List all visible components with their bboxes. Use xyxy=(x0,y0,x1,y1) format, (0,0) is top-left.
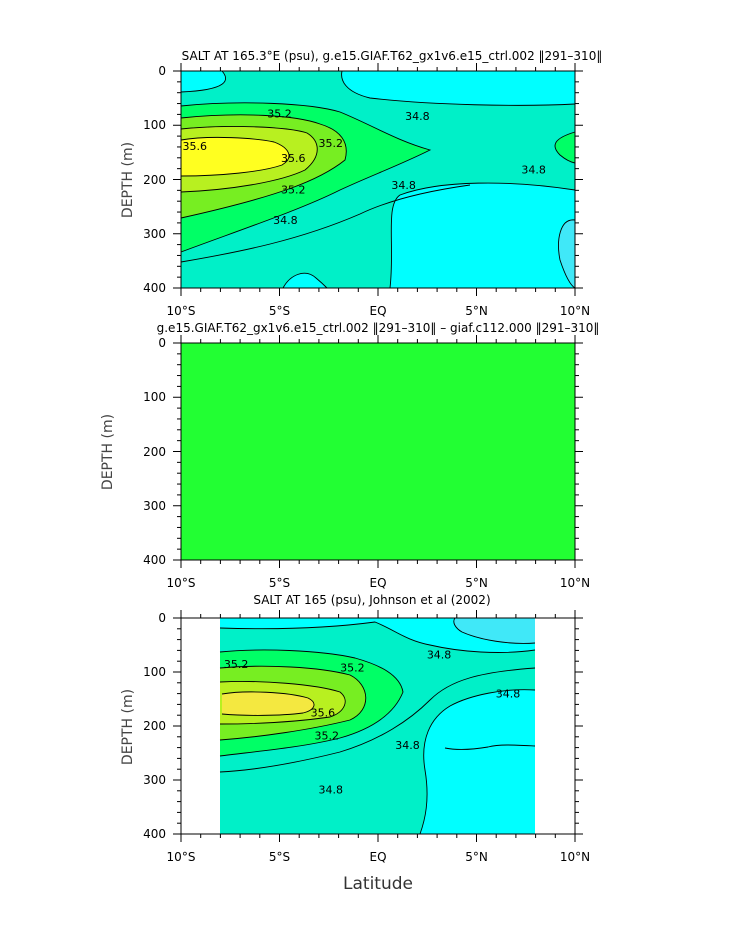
contours-model xyxy=(180,70,576,289)
x-tick-label: 10°N xyxy=(560,576,590,590)
y-tick-label: 100 xyxy=(143,390,166,404)
y-tick-label: 400 xyxy=(143,827,166,841)
difference-fill xyxy=(181,343,575,560)
y-tick-label: 300 xyxy=(143,773,166,787)
x-tick-label: EQ xyxy=(369,304,386,318)
contour-label: 34.8 xyxy=(496,688,521,701)
panel-1-x-tick-labels: 10°S 5°S EQ 5°N 10°N xyxy=(167,304,591,318)
region-lt-34p8-bottom xyxy=(283,273,327,288)
contour-label: 34.8 xyxy=(427,649,452,662)
y-tick-label: 0 xyxy=(158,336,166,350)
panel-2-x-tick-labels: 10°S 5°S EQ 5°N 10°N xyxy=(167,576,591,590)
contour-label: 34.8 xyxy=(395,739,420,752)
y-tick-label: 200 xyxy=(143,719,166,733)
y-tick-label: 200 xyxy=(143,445,166,459)
obs-region-gt-35p8 xyxy=(222,691,315,716)
salinity-fill-model xyxy=(181,71,575,288)
x-tick-label: 10°S xyxy=(167,850,196,864)
contour-label: 35.2 xyxy=(281,183,306,196)
region-right-tongue xyxy=(555,132,575,163)
y-tick-label: 0 xyxy=(158,611,166,625)
region-gt-35p8 xyxy=(181,137,289,176)
panel-2-ticks xyxy=(173,335,583,568)
panel-1-title: SALT AT 165.3°E (psu), g.e15.GIAF.T62_gx… xyxy=(182,49,603,63)
panel-3-ticks xyxy=(173,610,583,842)
y-tick-label: 400 xyxy=(143,553,166,567)
contour-labels-observations: 35.2 35.2 34.8 34.8 35.6 35.2 34.8 34.8 xyxy=(224,649,520,797)
salinity-fill-observations xyxy=(220,618,535,834)
x-axis-label: Latitude xyxy=(343,874,413,894)
panel-2-y-tick-labels: 0 100 200 300 400 xyxy=(143,336,166,567)
y-tick-label: 0 xyxy=(158,64,166,78)
x-tick-label: 10°S xyxy=(167,304,196,318)
panel-3-title: SALT AT 165 (psu), Johnson et al (2002) xyxy=(253,593,490,607)
panel-observations: SALT AT 165 (psu), Johnson et al (2002) … xyxy=(120,593,590,864)
panel-2-title: g.e15.GIAF.T62_gx1v6.e15_ctrl.002 ‖291–3… xyxy=(157,321,600,335)
contour-labels-model: 35.2 34.8 35.6 35.6 35.2 34.8 35.2 34.8 34.8 xyxy=(183,107,546,227)
region-lt-34p8-top-right xyxy=(341,71,575,106)
panel-1-y-tick-labels: 0 100 200 300 400 xyxy=(143,64,166,295)
y-tick-label: 100 xyxy=(143,665,166,679)
contour-label: 35.2 xyxy=(224,658,249,671)
x-tick-label: 5°N xyxy=(465,850,488,864)
x-tick-label: 5°S xyxy=(269,576,290,590)
contour-label: 34.8 xyxy=(521,164,546,177)
obs-region-lt-34p8-deep xyxy=(420,689,535,834)
contour-label: 34.8 xyxy=(273,214,298,227)
panel-model: SALT AT 165.3°E (psu), g.e15.GIAF.T62_gx… xyxy=(120,49,602,318)
panel-difference: g.e15.GIAF.T62_gx1v6.e15_ctrl.002 ‖291–3… xyxy=(100,321,599,590)
contour-label: 35.2 xyxy=(318,137,343,150)
y-tick-label: 100 xyxy=(143,118,166,132)
panel-2-y-axis-label: DEPTH (m) xyxy=(100,414,116,490)
contour-label: 35.2 xyxy=(267,107,292,120)
x-tick-label: 10°N xyxy=(560,304,590,318)
y-tick-label: 300 xyxy=(143,227,166,241)
panel-3-x-tick-labels: 10°S 5°S EQ 5°N 10°N xyxy=(167,850,591,864)
region-lt-34p8-deep xyxy=(390,183,575,288)
contour-label: 35.2 xyxy=(340,662,365,675)
region-lt-34p8-top-left xyxy=(181,71,226,92)
contour-label: 35.6 xyxy=(281,152,306,165)
obs-region-lowest-top-right xyxy=(453,618,535,644)
panel-3-y-tick-labels: 0 100 200 300 400 xyxy=(143,611,166,841)
contours-observations xyxy=(219,617,536,835)
contour-label: 34.8 xyxy=(318,784,343,797)
x-tick-label: EQ xyxy=(369,576,386,590)
contour-label: 35.6 xyxy=(311,707,336,720)
contour-label: 35.2 xyxy=(315,730,340,743)
panel-3-y-axis-label: DEPTH (m) xyxy=(120,689,136,765)
contour-label: 35.6 xyxy=(183,140,208,153)
contour-label: 34.8 xyxy=(391,179,416,192)
y-tick-label: 400 xyxy=(143,281,166,295)
x-tick-label: 5°S xyxy=(269,304,290,318)
panel-1-y-axis-label: DEPTH (m) xyxy=(120,142,136,218)
y-tick-label: 300 xyxy=(143,499,166,513)
y-tick-label: 200 xyxy=(143,173,166,187)
region-low-deep-right xyxy=(558,219,575,288)
panel-1-ticks xyxy=(173,63,583,296)
x-tick-label: 10°N xyxy=(560,850,590,864)
x-tick-label: 5°N xyxy=(465,576,488,590)
x-tick-label: 10°S xyxy=(167,576,196,590)
x-tick-label: EQ xyxy=(369,850,386,864)
contour-label: 34.8 xyxy=(405,110,430,123)
x-tick-label: 5°N xyxy=(465,304,488,318)
x-tick-label: 5°S xyxy=(269,850,290,864)
